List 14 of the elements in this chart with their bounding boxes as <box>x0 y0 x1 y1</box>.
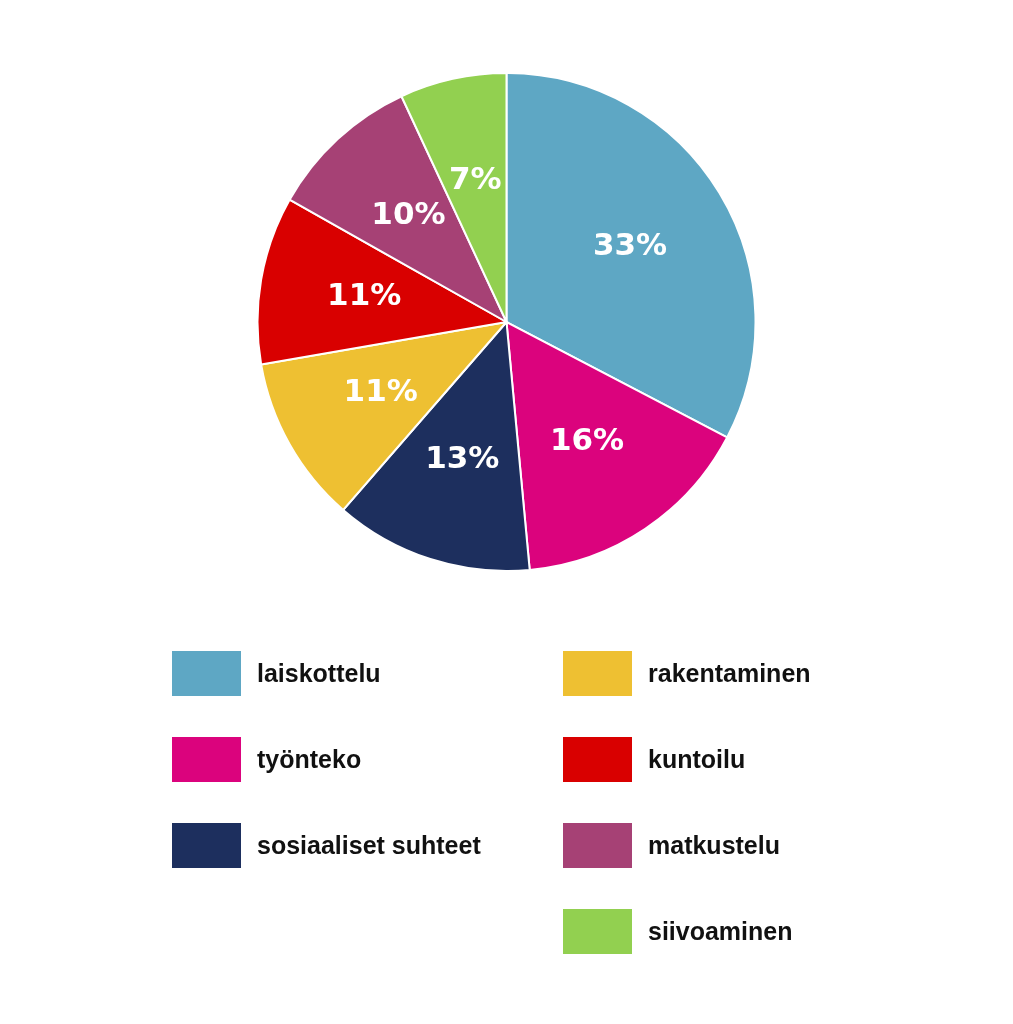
data-label: 33% <box>592 226 668 263</box>
data-label: 7% <box>448 160 502 197</box>
legend-label: matkustelu <box>648 831 780 860</box>
legend-label: laiskottelu <box>257 659 381 688</box>
legend-label: siivoaminen <box>648 917 793 946</box>
legend-label: työnteko <box>257 745 362 774</box>
legend-label: rakentaminen <box>648 659 811 688</box>
data-label: 11% <box>327 276 402 313</box>
legend-label: sosiaaliset suhteet <box>257 831 481 860</box>
data-label: 13% <box>425 438 500 475</box>
data-label: 10% <box>371 195 446 232</box>
data-label: 16% <box>549 420 625 457</box>
legend-label: kuntoilu <box>648 745 746 774</box>
data-label: 11% <box>343 371 418 408</box>
